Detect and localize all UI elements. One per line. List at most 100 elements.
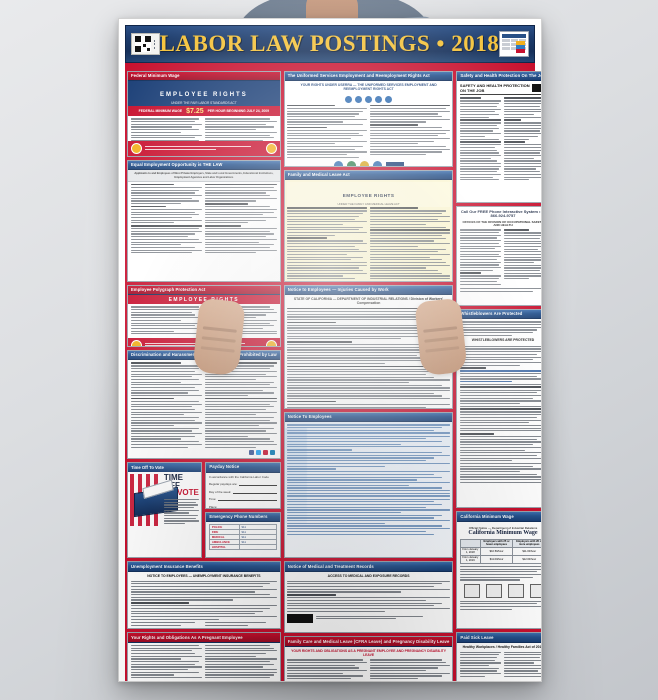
col-header: [459, 538, 481, 548]
section-payday-notice: Payday Notice In accordance with the Cal…: [205, 462, 281, 509]
body-col-right: [205, 362, 278, 449]
field-input[interactable]: [218, 496, 278, 502]
band-title: EMPLOYEE RIGHTS: [160, 92, 248, 99]
dol-seal-icon: [131, 143, 142, 154]
section-title: Family Care and Medical Leave (CFRA Leav…: [284, 637, 453, 647]
page-title: LABOR LAW POSTINGS • 2018: [159, 31, 500, 56]
section-calosha-phone-system: Call Our FREE Phone Interactive System •…: [456, 206, 542, 306]
section-title: Notice To Employees: [284, 413, 453, 423]
section-title: Whistleblowers Are Protected: [457, 310, 541, 320]
poster-body: Federal Minimum Wage EMPLOYEE RIGHTS UND…: [125, 63, 541, 681]
section-family-medical-leave-act: Family and Medical Leave Act EMPLOYEE RI…: [283, 170, 454, 282]
section-body: [128, 116, 280, 141]
form-row[interactable]: In accordance with the California Labor …: [209, 475, 277, 479]
section-body: [284, 422, 453, 558]
section-subtitle: ACCESS TO MEDICAL AND EXPOSURE RECORDS: [327, 573, 410, 578]
band-title: EMPLOYEE RIGHTS: [168, 296, 240, 303]
section-headline: YOUR RIGHTS AND OBLIGATIONS AS A PREGNAN…: [291, 648, 446, 657]
section-title: Family and Medical Leave Act: [284, 171, 453, 181]
eeo-subtitle: Applicants to and Employees of Most Priv…: [134, 172, 274, 179]
field-input[interactable]: [239, 481, 278, 487]
field-label: Time:: [208, 497, 217, 502]
form-row[interactable]: Regular paydays are:: [209, 481, 278, 487]
section-body: WHISTLEBLOWERS ARE PROTECTED: [457, 319, 541, 507]
section-body: POLICE 911 FIRE 911 MEDICAL: [206, 522, 279, 557]
form-row[interactable]: Time:: [208, 496, 278, 502]
product-number-badge: [131, 33, 160, 55]
body-col-right: [205, 644, 278, 680]
section-body: YOUR RIGHTS UNDER USERRA — THE UNIFORMED…: [285, 81, 453, 166]
employee-rights-band: EMPLOYEE RIGHTS UNDER THE FAIR LABOR STA…: [128, 81, 280, 107]
poster-header: LABOR LAW POSTINGS • 2018: [125, 25, 535, 66]
section-userra: The Uniformed Services Employment and Re…: [283, 71, 454, 167]
section-federal-minimum-wage: Federal Minimum Wage EMPLOYEE RIGHTS UND…: [127, 71, 281, 157]
section-body: [128, 360, 280, 458]
color-key-swatch: [516, 41, 525, 53]
cal-osha-badge: [532, 84, 541, 93]
army-seal-icon: [345, 95, 353, 103]
badge-text-lines: [154, 39, 156, 49]
body-col-left: [459, 651, 502, 679]
section-paid-sick-leave: Paid Sick Leave Healthy Workplaces / Hea…: [456, 632, 541, 681]
field-input[interactable]: [233, 489, 278, 494]
dol-seal-icon: [131, 339, 142, 346]
facebook-icon[interactable]: [249, 450, 255, 456]
section-title: Federal Minimum Wage: [128, 72, 280, 82]
wage-chart-c: [508, 583, 525, 598]
section-subtitle: YOUR RIGHTS UNDER USERRA — THE UNIFORMED…: [300, 83, 437, 92]
offices-col-left: [459, 229, 502, 286]
minimum-wage-heading: Official Notice — Department of Industri…: [460, 524, 541, 537]
section-title: Your Rights and Obligations As A Pregnan…: [128, 633, 280, 643]
air-force-seal-icon: [365, 95, 373, 103]
cal-osha-logo: [287, 613, 314, 623]
section-title: Emergency Phone Numbers: [206, 512, 280, 523]
vote-headline-2: TO VOTE: [163, 488, 199, 498]
body-col-left: [130, 118, 203, 141]
body-col-left: [459, 97, 502, 182]
section-safety-health-protection: Safety and Health Protection On The Job …: [456, 71, 541, 203]
section-body: In accordance with the California Labor …: [206, 473, 279, 508]
person-hand-right: [414, 297, 468, 377]
section-title: Employee Polygraph Protection Act: [128, 286, 280, 296]
vets-seal-icon: [346, 161, 356, 166]
youtube-icon[interactable]: [263, 450, 269, 456]
minimum-wage-table: Employers with 25 or fewer employees Emp…: [459, 538, 541, 564]
agency-seals-row: [287, 159, 450, 166]
table-header-row: Employers with 25 or fewer employees Emp…: [459, 538, 541, 548]
row-value[interactable]: [238, 544, 278, 551]
subsection-heading: [459, 432, 495, 435]
section-body: Call Our FREE Phone Interactive System •…: [457, 207, 542, 305]
section-subtitle: STATE OF CALIFORNIA — DEPARTMENT OF INDU…: [293, 297, 444, 306]
body-col-left: [287, 207, 368, 280]
section-body: ACCESS TO MEDICAL AND EXPOSURE RECORDS: [285, 572, 453, 633]
section-cfra-pregnancy-disability-leave: Family Care and Medical Leave (CFRA Leav…: [283, 636, 454, 681]
section-whistleblowers-are-protected: Whistleblowers Are Protected WHISTLEBLOW…: [456, 309, 541, 509]
section-title: Notice of Medical and Treatment Records: [284, 562, 453, 572]
minimum-wage-highlight: FEDERAL MINIMUM WAGE $7.25 PER HOUR BEGI…: [128, 106, 280, 117]
section-headline: WHISTLEBLOWERS ARE PROTECTED: [471, 338, 535, 343]
section-employee-polygraph-protection-act: Employee Polygraph Protection Act EMPLOY…: [127, 285, 281, 347]
twitter-icon[interactable]: [256, 450, 262, 456]
middle-column: The Uniformed Services Employment and Re…: [283, 71, 454, 681]
col-header: Employers with 26 or more employees: [512, 538, 541, 548]
section-headline: SAFETY AND HEALTH PROTECTION ON THE JOB: [459, 83, 530, 94]
right-column: Safety and Health Protection On The Job …: [456, 71, 542, 681]
section-title: Paid Sick Leave: [457, 633, 541, 643]
navy-seal-icon: [355, 95, 363, 103]
section-title[interactable]: Call Our FREE Phone Interactive System •…: [460, 209, 542, 219]
military-seals-row: [287, 94, 450, 105]
form-row[interactable]: Day of the week:: [209, 489, 278, 494]
field-input[interactable]: [219, 504, 278, 508]
section-notice-to-employees: Notice To Employees: [283, 412, 454, 559]
cell: $11.00/hour: [512, 546, 541, 556]
form-row[interactable]: Place:: [209, 504, 278, 508]
linkedin-icon[interactable]: [270, 450, 276, 456]
section-body: SAFETY AND HEALTH PROTECTION ON THE JOB: [457, 81, 541, 202]
section-title: Unemployment Insurance Benefits: [128, 562, 280, 572]
section-subtitle: OFFICES OF THE DIVISION OF OCCUPATIONAL …: [462, 219, 542, 228]
cell: $12.00/hour: [512, 554, 541, 564]
col-header: Employers with 25 or fewer employees: [479, 538, 514, 548]
panel-title: EMPLOYEE RIGHTS: [342, 193, 395, 199]
body-col-right: [504, 651, 541, 679]
